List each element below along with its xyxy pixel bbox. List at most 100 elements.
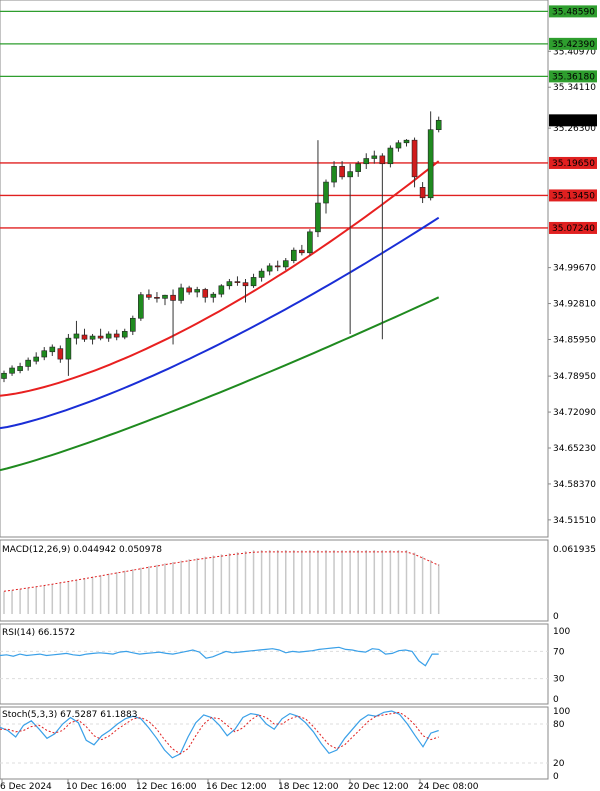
candle-body	[419, 187, 426, 199]
stoch-tick-label: 100	[553, 707, 570, 717]
candle-body	[242, 282, 249, 287]
price-tick-label: 34.72090	[553, 408, 596, 418]
candle-body	[355, 163, 362, 172]
candle-body	[146, 294, 152, 298]
candle-body	[371, 155, 378, 159]
candle-body	[25, 359, 31, 367]
candle-body	[9, 367, 15, 374]
candle-body	[130, 317, 136, 332]
level-label: 35.13450	[552, 191, 595, 201]
candle-body	[162, 294, 168, 299]
price-tick-label: 34.65230	[553, 444, 596, 454]
candle-body	[202, 289, 209, 298]
rsi-panel	[0, 623, 549, 705]
macd-histogram	[3, 550, 440, 614]
price-tick-label: 34.51510	[553, 516, 596, 526]
candle-body	[57, 348, 64, 360]
candle-body	[73, 333, 80, 339]
time-tick-label: 10 Dec 16:00	[66, 782, 127, 791]
rsi-line: 100 70 30 0	[0, 627, 570, 705]
rsi-line	[0, 646, 439, 667]
candle-body	[290, 249, 297, 261]
candle-body	[331, 166, 337, 183]
level-label-box	[549, 189, 597, 202]
candle-body	[234, 281, 241, 283]
level-label-box	[549, 221, 597, 234]
level-label: 35.42390	[552, 40, 595, 50]
ma-line	[0, 160, 440, 397]
level-label-box	[549, 156, 597, 169]
candle-body	[379, 155, 386, 165]
level-label: 35.19650	[552, 159, 595, 169]
candle-body	[427, 129, 434, 199]
candle-body	[138, 294, 144, 319]
time-tick-label: 20 Dec 12:00	[348, 782, 409, 791]
candle-body	[33, 356, 40, 362]
level-label-box	[549, 5, 597, 18]
price-tick-label: 35.40970	[553, 47, 596, 57]
candle-body	[186, 287, 192, 293]
horizontal-levels	[0, 10, 548, 229]
stoch-label: Stoch(5,3,3) 67.5287 61.1883	[2, 710, 137, 720]
candle-body	[89, 335, 96, 340]
candle-body	[121, 331, 128, 338]
candle-body	[226, 281, 233, 287]
level-labels: 35.48590 35.42390 35.36180 35.19650 35.13450…	[549, 5, 597, 234]
rsi-tick-label: 70	[553, 647, 565, 657]
macd-axis-top: 0.061935	[553, 545, 596, 555]
candle-body	[339, 166, 345, 178]
candle-body	[363, 158, 370, 165]
candles	[1, 111, 442, 383]
macd-axis-zero: 0	[553, 612, 559, 622]
price-tick-label: 34.92810	[553, 300, 596, 310]
time-tick-label: 12 Dec 16:00	[136, 782, 197, 791]
time-tick-label: 18 Dec 12:00	[278, 782, 339, 791]
current-price-box	[549, 114, 597, 127]
price-tick-label: 34.78950	[553, 372, 596, 382]
level-label: 35.07240	[552, 224, 595, 234]
candle-body	[105, 333, 112, 339]
candle-body	[387, 147, 394, 165]
candle-body	[347, 171, 353, 178]
candle-body	[274, 265, 281, 268]
candle-body	[97, 335, 104, 339]
macd-label: MACD(12,26,9) 0.044942 0.050978	[2, 545, 162, 555]
ma-line	[0, 216, 440, 430]
candle-body	[307, 231, 313, 254]
candle-body	[17, 366, 23, 371]
macd-panel	[0, 539, 549, 622]
current-price-label: 35.27787	[552, 116, 595, 126]
candle-body	[299, 249, 305, 254]
candle-body	[170, 294, 176, 301]
candle-body	[1, 372, 7, 379]
stoch-d-line	[0, 711, 439, 755]
candle-body	[315, 202, 321, 233]
time-tick-label: 6 Dec 2024	[0, 782, 52, 791]
price-tick-label: 35.34110	[553, 83, 596, 93]
moving-averages	[0, 160, 440, 472]
price-tick-label: 35.26300	[553, 124, 596, 134]
price-axis: 35.40970 35.34110 35.26300 34.99670 34.92810…	[548, 47, 596, 526]
level-label-box	[549, 70, 597, 83]
candle-body	[178, 287, 184, 301]
candle-body	[210, 293, 217, 298]
ma-line	[0, 296, 440, 472]
candle-body	[81, 334, 88, 340]
stoch-tick-label: 80	[553, 720, 565, 730]
macd-signal	[3, 551, 439, 592]
rsi-label: RSI(14) 66.1572	[2, 628, 75, 638]
stoch-tick-label: 0	[553, 772, 559, 782]
candle-body	[323, 181, 329, 204]
price-tick-label: 34.99670	[553, 264, 596, 274]
candle-body	[282, 260, 289, 268]
candle-body	[218, 285, 225, 295]
time-tick-label: 24 Dec 08:00	[418, 782, 479, 791]
candle-body	[154, 297, 160, 299]
price-tick-label: 34.85950	[553, 335, 596, 345]
candle-body	[113, 333, 120, 338]
candle-body	[266, 265, 273, 272]
level-label-box	[549, 37, 597, 50]
candle-body	[194, 289, 200, 293]
candle-body	[411, 139, 418, 178]
